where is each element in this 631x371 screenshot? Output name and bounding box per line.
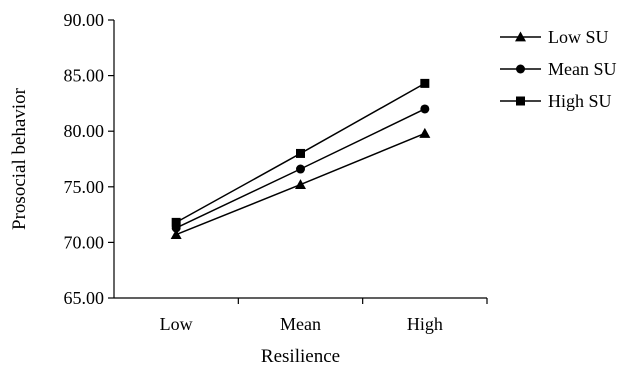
legend: Low SU Mean SU High SU [500, 27, 617, 111]
legend-label: High SU [548, 91, 612, 111]
series-high-su [171, 78, 430, 227]
data-point-low-su-low [170, 229, 182, 240]
data-point-high-su-mean [296, 148, 305, 158]
legend-item-low-su: Low SU [500, 27, 609, 47]
legend-triangle-icon [515, 31, 526, 42]
x-axis-ticks: Low Mean High [160, 298, 488, 334]
series-mean-su [171, 104, 430, 233]
y-tick-label: 90.00 [64, 10, 105, 30]
data-point-mean-su-mean [296, 164, 305, 174]
legend-circle-icon [516, 64, 525, 74]
data-point-high-su-low [171, 217, 181, 227]
x-axis-title: Resilience [261, 346, 340, 367]
y-tick-label: 80.00 [64, 121, 105, 141]
x-tick-label: Low [160, 314, 193, 334]
data-point-mean-su-high [420, 104, 430, 114]
legend-square-icon [516, 96, 525, 106]
y-tick-label: 65.00 [64, 288, 105, 308]
legend-label: Low SU [548, 27, 609, 47]
data-point-high-su-high [420, 78, 430, 88]
data-point-low-su-high [419, 127, 431, 138]
chart-axes: 65.00 70.00 75.00 80.00 85.00 90.00 Low Mean Hi… [64, 10, 488, 334]
y-tick-label: 85.00 [64, 66, 105, 86]
legend-label: Mean SU [548, 59, 617, 79]
y-axis-ticks: 65.00 70.00 75.00 80.00 85.00 90.00 [64, 10, 114, 308]
x-tick-label: Mean [280, 314, 321, 334]
legend-item-mean-su: Mean SU [500, 59, 617, 79]
y-tick-label: 70.00 [64, 232, 105, 252]
series-layer [170, 78, 431, 240]
x-tick-label: High [407, 314, 443, 334]
y-axis-title: Prosocial behavior [9, 87, 30, 230]
y-tick-label: 75.00 [64, 177, 105, 197]
legend-item-high-su: High SU [500, 91, 612, 111]
data-point-low-su-mean [295, 179, 306, 189]
series-low-su [170, 127, 431, 240]
